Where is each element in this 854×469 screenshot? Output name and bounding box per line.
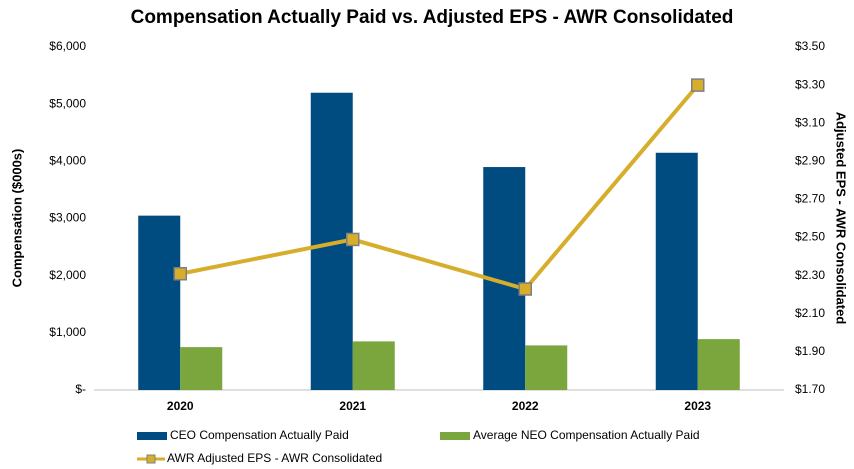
y2-tick-label: $3.50 [795,39,825,53]
y-tick-label: $2,000 [49,268,86,282]
y2-axis-label: Adjusted EPS - AWR Consolidated [834,112,849,325]
x-tick-label: 2020 [167,399,194,413]
bar [697,339,740,390]
y2-tick-label: $2.90 [795,154,825,168]
line-marker [173,267,187,281]
bar [655,152,698,390]
legend-label: CEO Compensation Actually Paid [170,428,349,442]
x-tick-label: 2023 [684,399,711,413]
y-tick-label: $3,000 [49,211,86,225]
y2-tick-label: $2.30 [795,268,825,282]
y2-tick-label: $3.30 [795,77,825,91]
legend-label: AWR Adjusted EPS - AWR Consolidated [167,451,382,465]
y2-tick-label: $2.50 [795,230,825,244]
y2-tick-label: $2.10 [795,306,825,320]
chart-title: Compensation Actually Paid vs. Adjusted … [131,7,734,28]
bar [138,215,181,390]
line [179,83,700,292]
legend-label: Average NEO Compensation Actually Paid [473,428,700,442]
legend-swatch [137,432,167,440]
x-tick-label: 2022 [512,399,539,413]
x-tick-label: 2021 [339,399,366,413]
y-tick-label: $5,000 [49,96,86,110]
bar [180,347,223,390]
line-marker [691,78,705,92]
y-tick-label: $6,000 [49,39,86,53]
y2-tick-label: $1.70 [795,382,825,396]
y-tick-label: $- [75,382,86,396]
bar [525,345,568,390]
y-axis-label: Compensation ($000s) [9,149,24,288]
bar [352,341,395,390]
line-marker [346,232,360,247]
y2-tick-label: $1.90 [795,344,825,358]
line-marker [518,282,532,296]
y2-tick-label: $2.70 [795,192,825,206]
legend-swatch [440,432,470,440]
legend-swatch-marker [146,454,156,464]
y-tick-label: $1,000 [49,325,86,339]
y2-tick-label: $3.10 [795,115,825,129]
y-tick-label: $4,000 [49,154,86,168]
